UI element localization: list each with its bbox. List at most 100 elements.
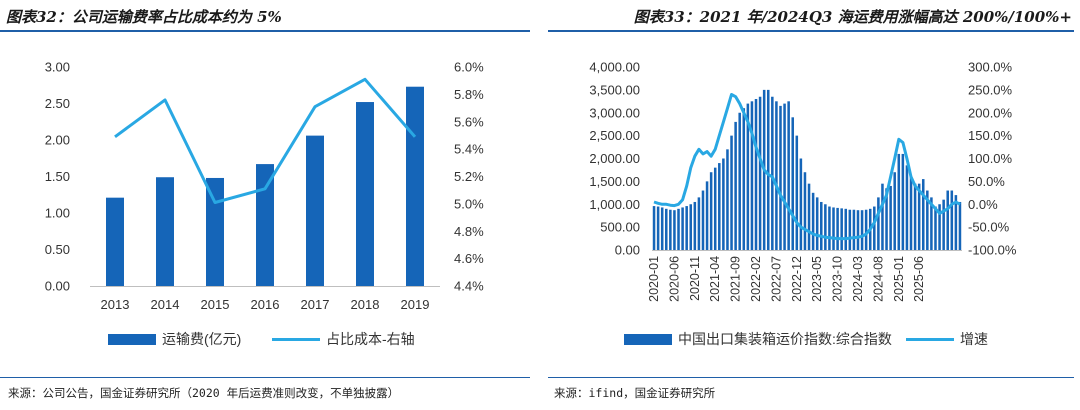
freight-index-bar xyxy=(828,206,831,250)
freight-index-bar xyxy=(754,99,758,251)
right-axis-tick-label: 4.4% xyxy=(454,279,484,294)
freight-index-bar xyxy=(856,210,860,250)
left-axis-tick-label: 3.00 xyxy=(45,60,70,75)
x-axis-tick-label: 2016 xyxy=(251,297,280,312)
freight-index-bar xyxy=(840,208,843,250)
freight-cost-bar xyxy=(306,135,324,286)
freight-index-bar xyxy=(926,190,929,250)
left-axis-tick-label: 0.50 xyxy=(45,242,70,257)
freight-index-bar xyxy=(811,192,815,250)
freight-index-bar xyxy=(750,101,754,250)
freight-index-bar xyxy=(709,172,713,250)
right-axis-tick-label: 5.0% xyxy=(454,196,484,211)
freight-index-bar xyxy=(660,207,664,250)
freight-index-bar xyxy=(901,153,905,250)
freight-index-bar xyxy=(807,183,811,250)
left-axis-tick-label: 1,000.00 xyxy=(589,197,640,212)
freight-index-bar xyxy=(942,199,945,250)
freight-index-bar xyxy=(746,103,750,250)
freight-index-bar xyxy=(722,158,725,250)
legend-swatch-bar xyxy=(624,334,672,345)
freight-index-bar xyxy=(905,165,909,250)
freight-index-bar xyxy=(701,190,705,250)
left-source-note: 来源：公司公告，国金证券研究所（2020 年后运费准则改变，不单独披露） xyxy=(8,386,400,400)
freight-index-bar xyxy=(799,158,803,250)
x-axis-tick-label: 2024-03 xyxy=(851,256,865,302)
x-axis-tick-label: 2018 xyxy=(351,297,380,312)
left-axis-tick-label: 4,000.00 xyxy=(589,60,640,75)
freight-index-bar xyxy=(697,197,701,250)
freight-index-bar xyxy=(795,135,799,250)
left-axis-tick-label: 3,500.00 xyxy=(589,82,640,97)
freight-index-bar xyxy=(930,197,933,250)
right-axis-tick-label: 250.0% xyxy=(968,82,1013,97)
right-axis-tick-label: 150.0% xyxy=(968,128,1013,143)
freight-index-bar xyxy=(921,179,925,250)
freight-index-bar xyxy=(685,206,688,250)
right-axis-tick-label: 50.0% xyxy=(968,174,1005,189)
left-figure-panel: 图表32：公司运输费率占比成本约为 5% 0.00 0.50 1.00 1.50 2.0… xyxy=(0,0,530,410)
freight-cost-bar xyxy=(206,177,224,286)
left-bottom-rule xyxy=(0,377,530,378)
freight-index-bar xyxy=(669,209,672,250)
freight-index-bar xyxy=(689,204,693,250)
x-axis-tick-label: 2019 xyxy=(401,297,430,312)
freight-index-bar xyxy=(958,201,962,250)
right-axis-tick-label: 5.8% xyxy=(454,87,484,102)
freight-index-bar xyxy=(873,206,876,250)
freight-index-bar xyxy=(787,101,790,250)
freight-index-bar xyxy=(917,183,921,250)
left-axis-tick-label: 3,000.00 xyxy=(589,105,640,120)
left-axis-tick-label: 2,000.00 xyxy=(589,151,640,166)
x-axis-tick-label: 2024-08 xyxy=(871,256,885,302)
freight-index-bar xyxy=(766,89,770,250)
freight-index-bar xyxy=(815,197,819,250)
right-axis-tick-label: 6.0% xyxy=(454,60,484,75)
right-axis-tick-label: 300.0% xyxy=(968,60,1013,75)
left-axis-tick-label: 500.00 xyxy=(600,220,640,235)
x-axis-tick-label: 2020-11 xyxy=(688,256,702,301)
left-axis-tick-label: 2.00 xyxy=(45,133,70,148)
freight-index-bar xyxy=(877,197,880,250)
cost-share-line xyxy=(114,77,417,204)
legend-swatch-bar xyxy=(108,334,156,345)
freight-index-bar xyxy=(938,204,941,250)
legend-label-bar: 运输费(亿元) xyxy=(162,331,241,347)
right-title-rule xyxy=(548,30,1074,32)
right-figure-panel: 图表33：2021 年/2024Q3 海运费用涨幅高达 200%/100%+ 0… xyxy=(548,0,1080,410)
freight-index-bar xyxy=(889,185,892,250)
freight-index-bar xyxy=(824,204,827,250)
x-axis-tick-label: 2025-06 xyxy=(912,256,926,302)
freight-index-bar xyxy=(836,207,839,250)
right-figure-title: 图表33：2021 年/2024Q3 海运费用涨幅高达 200%/100%+ xyxy=(633,8,1072,26)
right-axis-tick-label: 4.6% xyxy=(454,251,484,266)
freight-index-bar xyxy=(897,153,901,250)
right-axis-tick-label: 5.6% xyxy=(454,114,484,129)
freight-cost-bar xyxy=(356,102,374,286)
freight-index-bar xyxy=(954,195,958,250)
right-axis-tick-label: -50.0% xyxy=(968,220,1010,235)
freight-index-bar xyxy=(652,206,656,250)
right-axis-tick-label: 0.0% xyxy=(968,197,998,212)
left-axis-tick-label: 0.00 xyxy=(615,243,640,258)
freight-index-bar xyxy=(779,105,782,250)
freight-index-bar xyxy=(726,149,729,250)
freight-index-bar xyxy=(771,96,774,250)
x-axis-tick-label: 2013 xyxy=(101,297,130,312)
freight-index-bar xyxy=(783,103,786,250)
right-axis-tick-label: 200.0% xyxy=(968,105,1013,120)
right-axis-tick-label: -100.0% xyxy=(968,243,1017,258)
freight-index-bar xyxy=(681,207,684,250)
x-axis-tick-label: 2014 xyxy=(151,297,180,312)
right-axis-tick-label: 4.8% xyxy=(454,224,484,239)
x-axis-tick-label: 2023-10 xyxy=(831,256,845,302)
freight-index-bar xyxy=(713,167,717,250)
x-axis-tick-label: 2021-09 xyxy=(729,256,743,302)
left-axis-tick-label: 1.00 xyxy=(45,206,70,221)
x-axis-tick-label: 2020-06 xyxy=(667,256,681,302)
freight-index-bar xyxy=(885,188,888,250)
freight-index-bar xyxy=(705,181,709,250)
right-axis-tick-label: 5.2% xyxy=(454,169,484,184)
freight-cost-bar xyxy=(256,164,274,286)
left-axis-tick-label: 2.50 xyxy=(45,96,70,111)
